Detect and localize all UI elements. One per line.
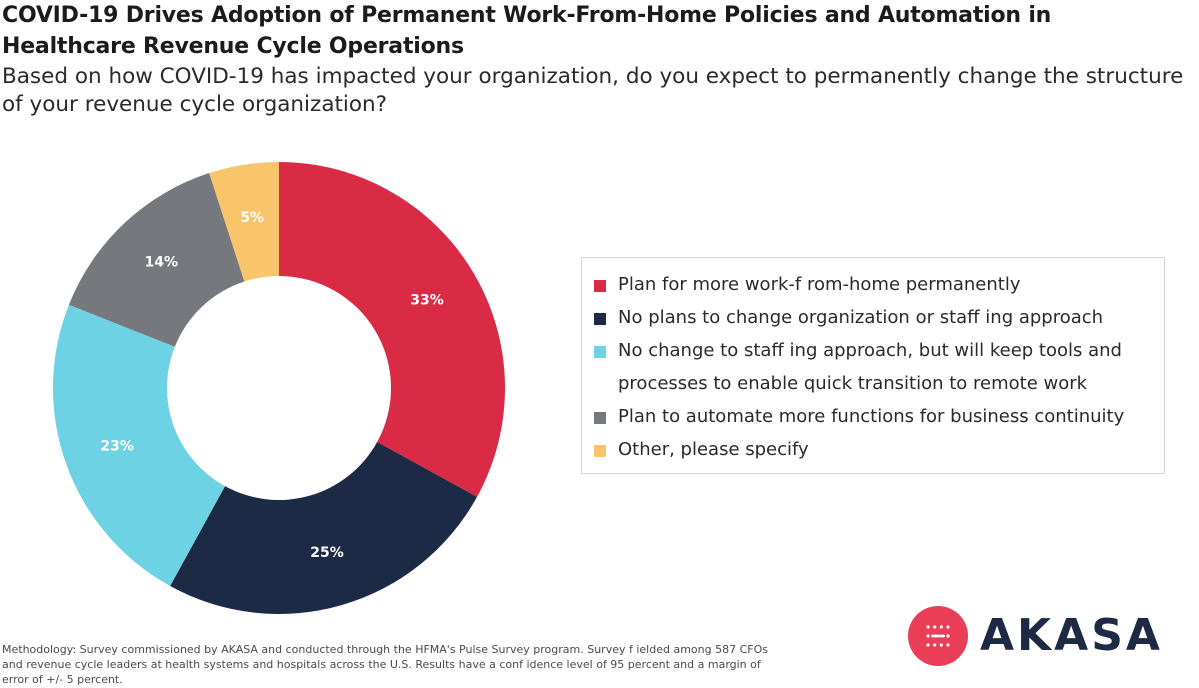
- chart-legend: Plan for more work-f rom-home permanentl…: [581, 257, 1165, 474]
- logo-wordmark: AKASA: [980, 610, 1163, 661]
- legend-swatch: [594, 445, 606, 457]
- donut-slice-1: [279, 162, 506, 497]
- legend-item-other: Other, please specify: [582, 433, 1164, 466]
- slice-data-label: 14%: [145, 255, 179, 271]
- legend-label: Plan for more work-f rom-home permanentl…: [618, 274, 1021, 295]
- donut-slice-3: [53, 304, 226, 587]
- slice-data-label: 23%: [100, 438, 134, 454]
- slice-data-label: 33%: [410, 292, 444, 308]
- legend-item-automate: Plan to automate more functions for busi…: [582, 400, 1164, 433]
- methodology-note: Methodology: Survey commissioned by AKAS…: [2, 643, 768, 686]
- legend-swatch: [594, 412, 606, 424]
- chart-subtitle: Based on how COVID-19 has impacted your …: [2, 64, 1184, 117]
- legend-swatch: [594, 346, 606, 358]
- legend-item-no-plans: No plans to change organization or staff…: [582, 301, 1164, 334]
- legend-item-keep-tools: No change to staff ing approach, but wil…: [582, 334, 1164, 400]
- chart-title: COVID-19 Drives Adoption of Permanent Wo…: [2, 3, 1052, 59]
- slice-data-label: 25%: [310, 545, 344, 561]
- legend-label: No change to staff ing approach, but wil…: [618, 340, 1122, 394]
- legend-label: Other, please specify: [618, 439, 809, 460]
- legend-swatch: [594, 313, 606, 325]
- donut-slice-4: [68, 173, 245, 347]
- legend-label: Plan to automate more functions for busi…: [618, 406, 1125, 427]
- legend-label: No plans to change organization or staff…: [618, 307, 1104, 328]
- logo-mark-icon: [908, 606, 968, 666]
- donut-slice-2: [170, 441, 478, 614]
- akasa-logo[interactable]: AKASA: [908, 606, 1198, 666]
- slice-data-label: 5%: [240, 210, 264, 226]
- donut-chart: 33% 25% 23% 14% 5%: [53, 162, 506, 614]
- donut-slice-5: [209, 162, 279, 282]
- legend-swatch: [594, 280, 606, 292]
- legend-item-work-from-home: Plan for more work-f rom-home permanentl…: [582, 268, 1164, 301]
